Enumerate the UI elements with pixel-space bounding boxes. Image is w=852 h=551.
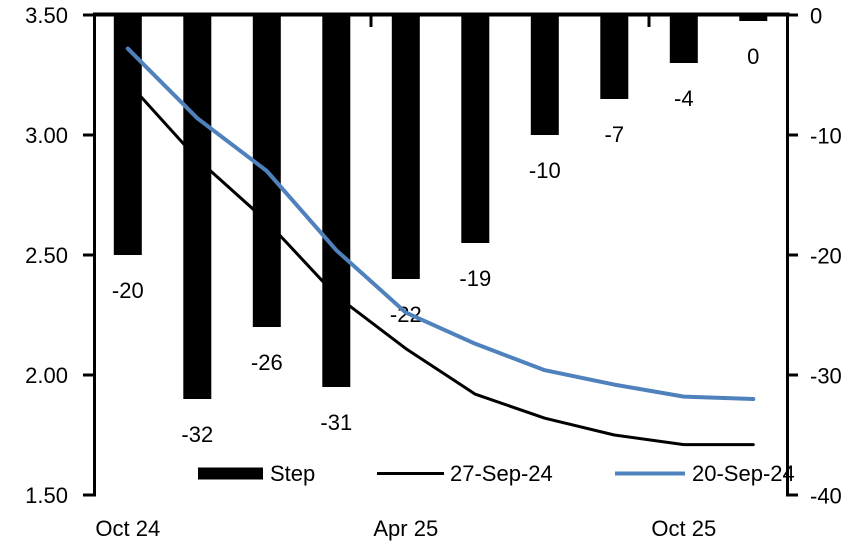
bar-step bbox=[322, 15, 351, 387]
right-axis-tick-label: -40 bbox=[810, 484, 842, 509]
bar-step bbox=[113, 15, 142, 255]
bar-step bbox=[391, 15, 420, 279]
x-axis-tick-label: Apr 25 bbox=[373, 516, 438, 541]
bar-data-label: -7 bbox=[605, 122, 625, 147]
right-axis-tick-label: -30 bbox=[810, 364, 842, 389]
legend: Step 27-Sep-24 20-Sep-24 bbox=[198, 461, 795, 486]
bar-step bbox=[600, 15, 629, 99]
bar-data-label: -10 bbox=[529, 158, 561, 183]
line-27-sep-24 bbox=[126, 80, 755, 447]
bar-data-label: -32 bbox=[181, 422, 213, 447]
bar-data-label: 0 bbox=[747, 44, 759, 69]
right-axis-tick-label: -10 bbox=[810, 124, 842, 149]
legend-label: 27-Sep-24 bbox=[450, 461, 553, 486]
bar-step bbox=[739, 15, 768, 21]
legend-item-20-sep-24: 20-Sep-24 bbox=[615, 461, 795, 486]
bar-data-label: -19 bbox=[459, 266, 491, 291]
legend-item-step: Step bbox=[198, 461, 315, 486]
right-axis-tick-label: -20 bbox=[810, 244, 842, 269]
x-axis-tick-label: Oct 24 bbox=[95, 516, 160, 541]
left-axis-tick-label: 3.00 bbox=[25, 123, 68, 148]
line-20-sep-24 bbox=[125, 46, 756, 401]
bar-data-label: -31 bbox=[320, 410, 352, 435]
bar-data-label: -4 bbox=[674, 86, 694, 111]
x-axis-tick-label: Oct 25 bbox=[651, 516, 716, 541]
legend-label: Step bbox=[270, 461, 315, 486]
legend-bar-swatch bbox=[198, 467, 263, 480]
bar-data-label: -20 bbox=[112, 278, 144, 303]
left-axis-tick-label: 2.00 bbox=[25, 363, 68, 388]
axes bbox=[83, 12, 798, 497]
legend-label: 20-Sep-24 bbox=[692, 461, 795, 486]
right-axis-tick-label: 0 bbox=[810, 4, 822, 29]
bar-step bbox=[461, 15, 490, 243]
bar-step bbox=[669, 15, 698, 63]
bar-series-step bbox=[113, 15, 768, 399]
bar-data-labels: -20-32-26-31-22-19-10-7-40 bbox=[112, 44, 760, 447]
bar-data-label: -26 bbox=[251, 350, 283, 375]
bar-step bbox=[530, 15, 559, 135]
left-axis-tick-label: 2.50 bbox=[25, 243, 68, 268]
bar-step bbox=[183, 15, 212, 399]
left-axis-tick-label: 1.50 bbox=[25, 483, 68, 508]
legend-item-27-sep-24: 27-Sep-24 bbox=[377, 461, 553, 486]
left-axis-tick-label: 3.50 bbox=[25, 3, 68, 28]
